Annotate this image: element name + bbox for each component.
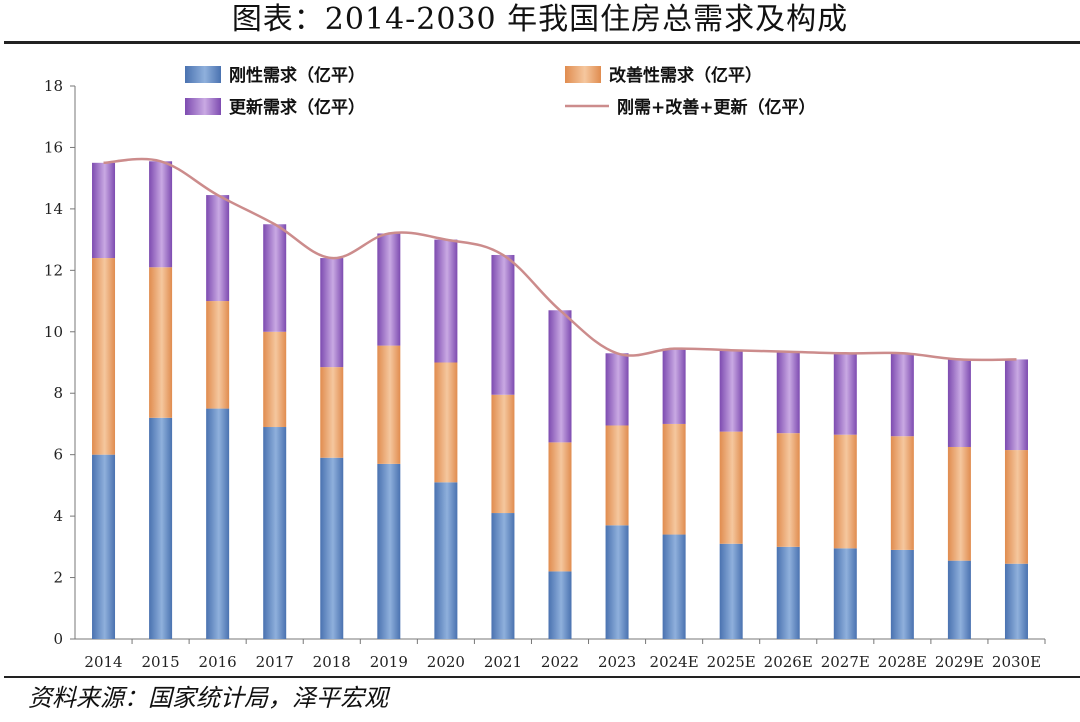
- bar-renewal-demand: [776, 351, 800, 434]
- x-tick-label: 2024E: [650, 653, 699, 671]
- bar-rigid-demand: [719, 543, 743, 639]
- bar-rigid-demand: [947, 560, 971, 639]
- bar-renewal-demand: [890, 353, 914, 437]
- x-tick-label: 2022: [541, 653, 579, 671]
- bar-improvement-demand: [833, 434, 857, 549]
- x-tick-label: 2018: [313, 653, 351, 671]
- bar-renewal-demand: [548, 310, 572, 443]
- bar-improvement-demand: [320, 367, 344, 458]
- bar-rigid-demand: [548, 571, 572, 639]
- bar-improvement-demand: [776, 433, 800, 547]
- bar-improvement-demand: [605, 425, 629, 526]
- bar-renewal-demand: [1004, 359, 1028, 451]
- x-tick-label: 2023: [598, 653, 636, 671]
- legend-swatch-rigid: [185, 66, 221, 83]
- bar-improvement-demand: [377, 345, 401, 464]
- bar-rigid-demand: [491, 513, 515, 639]
- bar-improvement-demand: [92, 258, 116, 455]
- y-tick-label: 18: [44, 77, 63, 95]
- bar-rigid-demand: [263, 427, 287, 639]
- total-demand-line: [103, 157, 1017, 362]
- stacked-bar-chart: 0 2 4 6 8 10 12 14 16 18 2014 2015 2016 2017 2018 2019 2…: [44, 65, 1046, 671]
- bar-improvement-demand: [206, 301, 230, 409]
- bar-rigid-demand: [662, 534, 686, 639]
- chart-axes: 0 2 4 6 8 10 12 14 16 18 2014 2015 2016 2017 2018 2019 2…: [44, 77, 1046, 671]
- bar-rigid-demand: [890, 549, 914, 639]
- bar-renewal-demand: [719, 350, 743, 432]
- bar-improvement-demand: [947, 446, 971, 561]
- total-line-group: [103, 157, 1017, 362]
- bar-improvement-demand: [491, 394, 515, 514]
- x-tick-label: 2014: [84, 653, 122, 671]
- legend-swatch-renew: [185, 98, 221, 115]
- bar-improvement-demand: [263, 331, 287, 428]
- x-tick-label: 2028E: [878, 653, 927, 671]
- bar-rigid-demand: [605, 525, 629, 639]
- bar-rigid-demand: [320, 457, 344, 639]
- bar-rigid-demand: [776, 546, 800, 639]
- bar-rigid-demand: [434, 482, 458, 639]
- y-tick-label: 12: [44, 261, 63, 279]
- bar-rigid-demand: [149, 417, 173, 639]
- footer-rule: [4, 676, 1080, 678]
- bar-improvement-demand: [719, 431, 743, 544]
- bar-improvement-demand: [434, 362, 458, 483]
- x-tick-label: 2017: [256, 653, 294, 671]
- x-tick-label: 2026E: [764, 653, 813, 671]
- x-tick-label: 2021: [484, 653, 522, 671]
- bar-improvement-demand: [662, 423, 686, 535]
- legend-label: 更新需求（亿平）: [229, 97, 365, 118]
- y-tick-label: 6: [53, 446, 63, 464]
- x-tick-label: 2027E: [821, 653, 870, 671]
- legend-label: 刚性需求（亿平）: [229, 65, 365, 86]
- y-tick-label: 14: [44, 200, 63, 218]
- bar-rigid-demand: [833, 548, 857, 639]
- y-tick-label: 4: [53, 507, 63, 525]
- bar-renewal-demand: [263, 224, 287, 332]
- y-tick-label: 0: [53, 630, 63, 648]
- bar-renewal-demand: [92, 162, 116, 259]
- y-tick-label: 10: [44, 323, 63, 341]
- bar-renewal-demand: [833, 353, 857, 435]
- bar-renewal-demand: [434, 239, 458, 363]
- bar-renewal-demand: [491, 254, 515, 395]
- x-tick-label: 2016: [199, 653, 237, 671]
- x-tick-label: 2025E: [707, 653, 756, 671]
- y-tick-label: 2: [53, 569, 63, 587]
- bar-rigid-demand: [92, 454, 116, 639]
- chart-legend: 刚性需求（亿平） 改善性需求（亿平） 更新需求（亿平） 刚需+改善+更新（亿平）: [185, 65, 816, 118]
- bar-rigid-demand: [377, 463, 401, 639]
- x-tick-label: 2019: [370, 653, 408, 671]
- legend-label: 改善性需求（亿平）: [609, 65, 762, 86]
- bar-improvement-demand: [548, 442, 572, 572]
- title-underline: [4, 41, 1080, 44]
- bar-renewal-demand: [320, 258, 344, 368]
- bar-renewal-demand: [947, 359, 971, 447]
- bar-improvement-demand: [1004, 450, 1028, 564]
- x-tick-label: 2029E: [935, 653, 984, 671]
- bar-improvement-demand: [890, 436, 914, 550]
- x-tick-label: 2015: [141, 653, 179, 671]
- bar-renewal-demand: [662, 348, 686, 424]
- legend-swatch-improve: [565, 66, 601, 83]
- bar-rigid-demand: [1004, 563, 1028, 639]
- bar-renewal-demand: [377, 233, 401, 346]
- bar-series-group: [92, 161, 1028, 639]
- source-note: 资料来源：国家统计局，泽平宏观: [28, 684, 388, 712]
- y-tick-label: 16: [44, 138, 63, 156]
- bar-rigid-demand: [206, 408, 230, 639]
- y-tick-label: 8: [53, 384, 63, 402]
- bar-improvement-demand: [149, 267, 173, 418]
- bar-renewal-demand: [206, 195, 230, 302]
- chart-title: 图表：2014-2030 年我国住房总需求及构成: [231, 2, 849, 37]
- bar-renewal-demand: [605, 353, 629, 426]
- bar-renewal-demand: [149, 161, 173, 268]
- legend-label: 刚需+改善+更新（亿平）: [617, 97, 816, 118]
- x-tick-label: 2030E: [992, 653, 1041, 671]
- x-tick-label: 2020: [427, 653, 465, 671]
